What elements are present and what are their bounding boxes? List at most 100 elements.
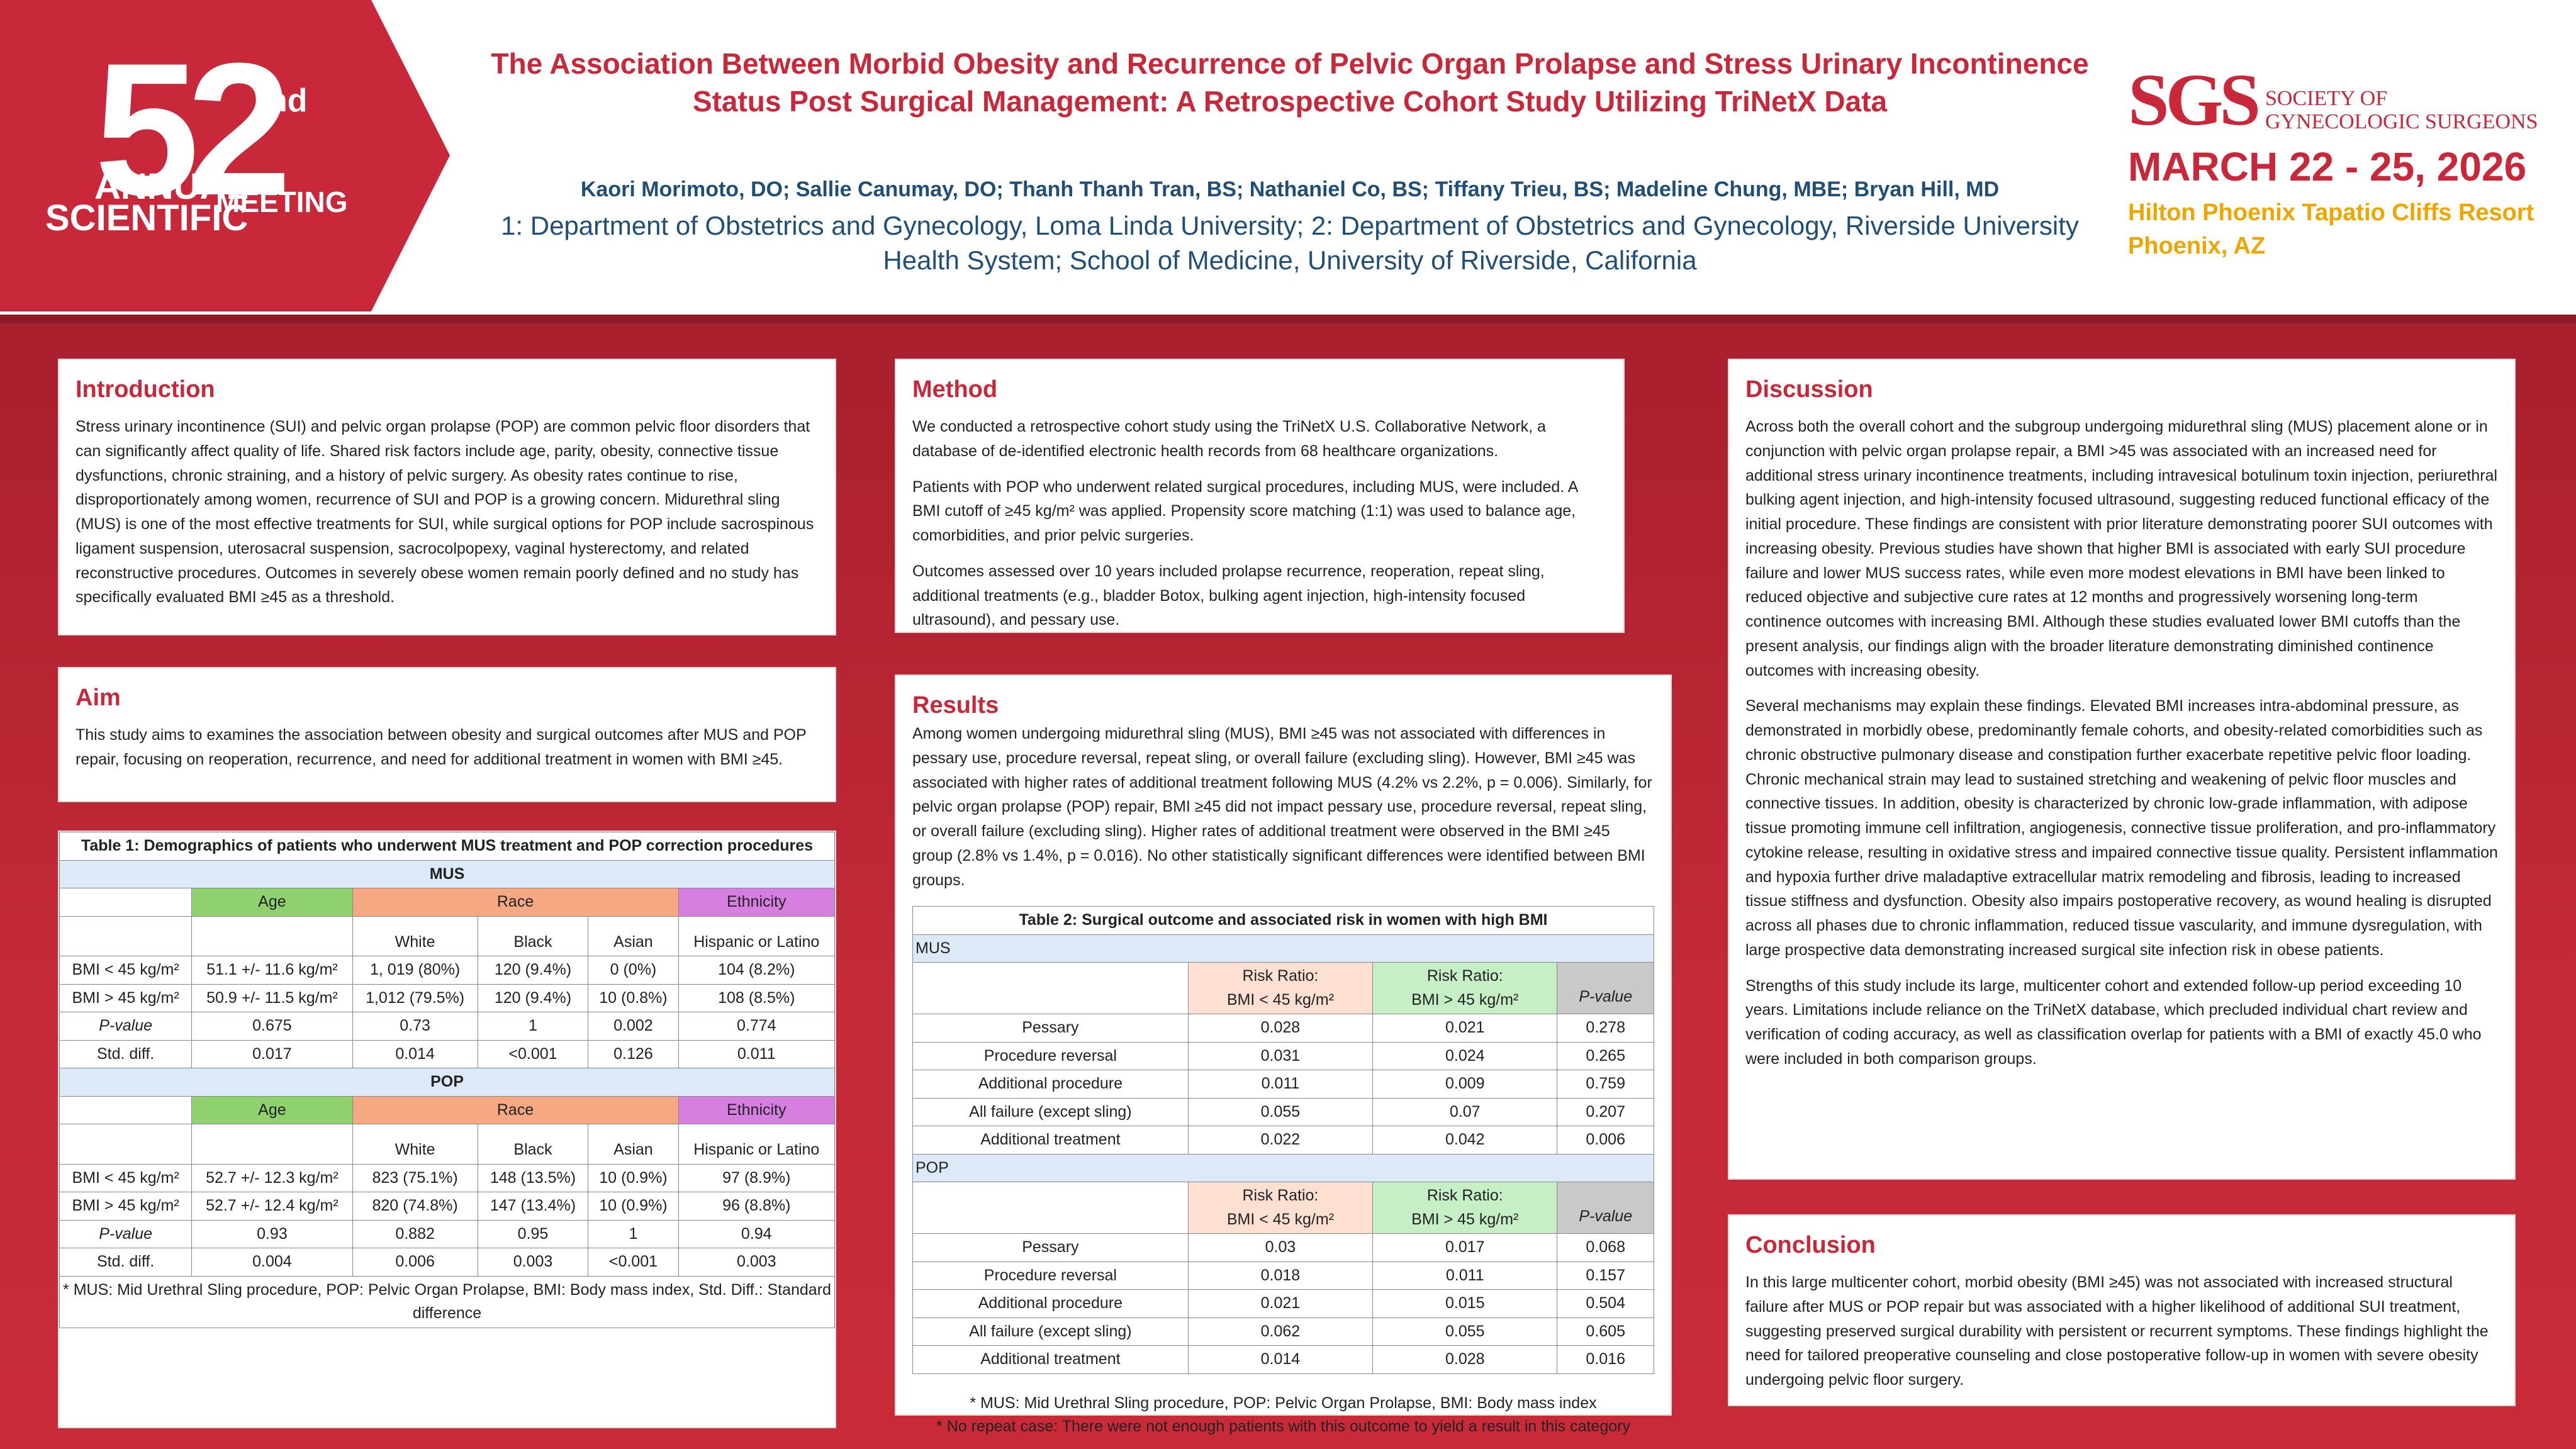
author-list: Kaori Morimoto, DO; Sallie Canumay, DO; …	[580, 177, 2000, 201]
table1-hdr-white: White	[352, 1124, 478, 1165]
method-paragraph: Outcomes assessed over 10 years included…	[912, 562, 1545, 629]
table2-group-mus: MUS	[912, 934, 1654, 963]
venue-city: Phoenix, AZ	[2128, 233, 2266, 260]
row-label: Std. diff.	[59, 1039, 193, 1068]
table1-hdr-age: Age	[191, 1095, 353, 1124]
cell-high: 0.015	[1372, 1289, 1558, 1318]
table1-panel: Table 1: Demographics of patients who un…	[58, 831, 836, 1428]
hdr-line: BMI < 45 kg/m²	[1226, 990, 1335, 1009]
table-row: Additional procedure 0.021 0.015 0.504	[912, 1289, 1654, 1318]
cell-age: 52.7 +/- 12.3 kg/m²	[191, 1163, 353, 1192]
table1-hdr-asian: Asian	[588, 1124, 679, 1165]
cell-high: 0.042	[1372, 1126, 1558, 1155]
table-row: All failure (except sling) 0.055 0.07 0.207	[912, 1097, 1654, 1127]
cell-high: 0.07	[1372, 1097, 1558, 1127]
cell-black: 147 (13.4%)	[477, 1192, 589, 1221]
discussion-paragraph: Strengths of this study include its larg…	[1745, 976, 2482, 1068]
cell-p: 0.759	[1557, 1070, 1654, 1099]
cell-hispanic: 97 (8.9%)	[678, 1163, 836, 1192]
row-label: P-value	[59, 1219, 193, 1248]
badge-number: 52	[94, 23, 292, 235]
cell-high: 0.011	[1372, 1261, 1558, 1290]
cell-asian: 1	[588, 1219, 679, 1248]
cell-high: 0.024	[1372, 1041, 1558, 1071]
row-label: Additional treatment	[912, 1126, 1189, 1155]
row-label: Pessary	[912, 1233, 1189, 1262]
row-label: Additional procedure	[912, 1289, 1189, 1318]
outcomes-table: Table 2: Surgical outcome and associated…	[912, 906, 1654, 1374]
cell-low: 0.03	[1187, 1233, 1374, 1262]
cell-white: 0.73	[352, 1012, 478, 1041]
table2-hdr-p: P-value	[1557, 1182, 1654, 1234]
venue-name: Hilton Phoenix Tapatio Cliffs Resort	[2128, 199, 2534, 226]
row-label: Std. diff.	[59, 1248, 193, 1277]
cell-black: 0.003	[477, 1248, 589, 1277]
table-row: Pessary 0.028 0.021 0.278	[912, 1014, 1654, 1043]
aim-heading: Aim	[76, 685, 121, 711]
cell-asian: 10 (0.9%)	[588, 1192, 679, 1221]
cell-age: 0.017	[191, 1039, 353, 1068]
cell-hispanic: 0.94	[678, 1219, 836, 1248]
method-paragraph: Patients with POP who underwent related …	[912, 478, 1578, 545]
band-divider	[0, 315, 2576, 323]
row-label: All failure (except sling)	[912, 1097, 1189, 1127]
table1-blank	[59, 1124, 193, 1165]
table1-hdr-black: Black	[477, 915, 589, 956]
cell-p: 0.265	[1557, 1041, 1654, 1071]
table1-footnote: * MUS: Mid Urethral Sling procedure, POP…	[59, 1275, 835, 1328]
cell-age: 0.004	[191, 1248, 353, 1277]
table1-blank	[191, 1124, 353, 1165]
table-row: Std. diff. 0.017 0.014 <0.001 0.126 0.01…	[59, 1039, 836, 1068]
cell-low: 0.021	[1187, 1289, 1374, 1318]
table-row: BMI > 45 kg/m² 52.7 +/- 12.4 kg/m² 820 (…	[59, 1192, 836, 1221]
table1-blank	[59, 915, 193, 956]
cell-hispanic: 0.774	[678, 1012, 836, 1041]
cell-p: 0.016	[1557, 1345, 1654, 1374]
badge-annual: ANNUAL	[94, 166, 249, 207]
table1-hdr-white: White	[352, 915, 478, 956]
table2-group-pop: POP	[912, 1153, 1654, 1183]
aim-text: This study aims to examines the associat…	[76, 726, 807, 768]
introduction-panel: Introduction Stress urinary incontinence…	[58, 359, 836, 635]
table-row: BMI < 45 kg/m² 52.7 +/- 12.3 kg/m² 823 (…	[59, 1163, 836, 1192]
cell-hispanic: 104 (8.2%)	[678, 956, 836, 985]
cell-white: 820 (74.8%)	[352, 1192, 478, 1221]
table-row: BMI > 45 kg/m² 50.9 +/- 11.5 kg/m² 1,012…	[59, 983, 836, 1012]
table-row: Additional procedure 0.011 0.009 0.759	[912, 1070, 1654, 1099]
conclusion-panel: Conclusion In this large multicenter coh…	[1728, 1214, 2516, 1406]
introduction-text: Stress urinary incontinence (SUI) and pe…	[76, 418, 814, 607]
table-row: Procedure reversal 0.018 0.011 0.157	[912, 1261, 1654, 1290]
cell-low: 0.031	[1187, 1041, 1374, 1071]
table1-hdr-age: Age	[191, 888, 353, 917]
table1-hdr-asian: Asian	[588, 915, 679, 956]
row-label: Additional procedure	[912, 1070, 1189, 1099]
cell-white: 1, 019 (80%)	[352, 956, 478, 985]
badge-scientific: SCIENTIFIC	[45, 198, 249, 238]
cell-p: 0.504	[1557, 1289, 1654, 1318]
cell-hispanic: 108 (8.5%)	[678, 983, 836, 1012]
cell-black: 120 (9.4%)	[477, 956, 589, 985]
table-row: Additional treatment 0.022 0.042 0.006	[912, 1126, 1654, 1155]
cell-low: 0.018	[1187, 1261, 1374, 1290]
cell-asian: <0.001	[588, 1248, 679, 1277]
cell-hispanic: 96 (8.8%)	[678, 1192, 836, 1221]
cell-age: 0.93	[191, 1219, 353, 1248]
cell-high: 0.009	[1372, 1070, 1558, 1099]
cell-high: 0.017	[1372, 1233, 1558, 1262]
table2-note-norepeat: * No repeat case: There were not enough …	[936, 1418, 1630, 1436]
cell-low: 0.014	[1187, 1345, 1374, 1374]
results-text: Among women undergoing midurethral sling…	[912, 725, 1652, 889]
conclusion-heading: Conclusion	[1745, 1232, 1876, 1258]
cell-black: 0.95	[477, 1219, 589, 1248]
cell-low: 0.055	[1187, 1097, 1374, 1127]
row-label: P-value	[59, 1012, 193, 1041]
meeting-badge: 52 nd ANNUAL SCIENTIFIC MEETING	[0, 0, 450, 311]
results-heading: Results	[912, 692, 999, 719]
affiliations: 1: Department of Obstetrics and Gynecolo…	[501, 211, 2079, 275]
hdr-line: Risk Ratio:	[1242, 1187, 1319, 1205]
demographics-table: Table 1: Demographics of patients who un…	[59, 832, 836, 1328]
method-panel: Method We conducted a retrospective coho…	[895, 359, 1625, 633]
table1-group-pop: POP	[59, 1068, 835, 1097]
table2-note-abbrev: * MUS: Mid Urethral Sling procedure, POP…	[970, 1394, 1597, 1412]
sgs-society-name: SOCIETY OF GYNECOLOGIC SURGEONS	[2265, 87, 2538, 134]
